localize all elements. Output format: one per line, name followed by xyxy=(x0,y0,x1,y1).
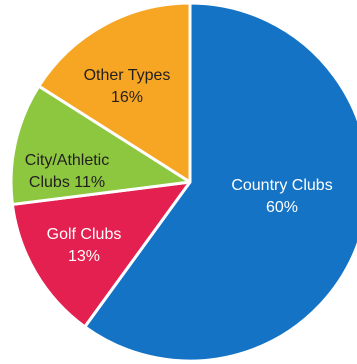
pie-slice-label-line: City/Athletic xyxy=(25,152,109,169)
pie-slice-1 xyxy=(10,180,192,329)
pie-slice-0 xyxy=(83,1,357,363)
pie-labels: Country Clubs 60% Golf Clubs 13% City/Athlet… xyxy=(25,67,333,265)
pie-slice-label-1: Golf Clubs 13% xyxy=(47,226,122,265)
pie-slice-label-0: Country Clubs 60% xyxy=(231,177,332,216)
pie-slice-label-3: Other Types 16% xyxy=(84,67,171,106)
pie-slice-label-line: 60% xyxy=(266,199,298,216)
pie-slice-label-line: Clubs 11% xyxy=(29,174,105,191)
pie-slices xyxy=(9,1,357,363)
pie-slice-label-2: City/Athletic Clubs 11% xyxy=(25,152,109,191)
pie-slice-2 xyxy=(9,84,192,206)
pie-slice-label-line: 16% xyxy=(111,89,143,106)
pie-slice-label-line: 13% xyxy=(68,248,100,265)
pie-slice-label-line: Country Clubs xyxy=(231,177,332,194)
pie-slice-3 xyxy=(37,1,192,184)
pie-slice-label-line: Other Types xyxy=(84,67,171,84)
pie-slice-label-line: Golf Clubs xyxy=(47,226,122,243)
